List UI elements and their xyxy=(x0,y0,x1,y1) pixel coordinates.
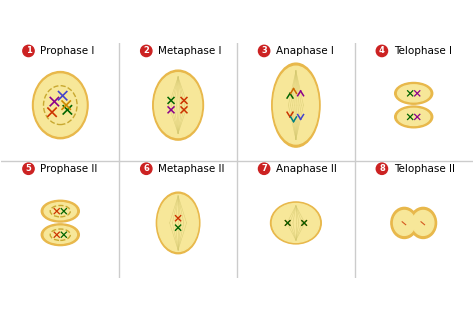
Text: 1: 1 xyxy=(26,47,31,56)
Text: Anaphase II: Anaphase II xyxy=(276,164,337,174)
Text: Metaphase I: Metaphase I xyxy=(158,46,221,56)
Ellipse shape xyxy=(395,82,433,104)
Circle shape xyxy=(258,45,270,56)
Ellipse shape xyxy=(393,211,415,235)
Text: Telophase I: Telophase I xyxy=(394,46,452,56)
Text: Metaphase II: Metaphase II xyxy=(158,164,225,174)
Ellipse shape xyxy=(272,63,320,147)
Circle shape xyxy=(376,45,388,56)
Ellipse shape xyxy=(44,203,76,220)
Ellipse shape xyxy=(398,85,430,102)
Text: 5: 5 xyxy=(26,164,31,173)
Ellipse shape xyxy=(35,74,86,136)
Text: Prophase I: Prophase I xyxy=(40,46,95,56)
Circle shape xyxy=(141,45,152,56)
Ellipse shape xyxy=(273,66,318,144)
Ellipse shape xyxy=(41,200,79,222)
Circle shape xyxy=(141,163,152,174)
Text: 3: 3 xyxy=(261,47,267,56)
Ellipse shape xyxy=(410,207,437,239)
Text: 7: 7 xyxy=(261,164,267,173)
Circle shape xyxy=(23,163,34,174)
Ellipse shape xyxy=(155,73,201,137)
Ellipse shape xyxy=(33,72,88,139)
Ellipse shape xyxy=(44,226,76,243)
Text: Anaphase I: Anaphase I xyxy=(276,46,334,56)
Ellipse shape xyxy=(273,204,319,242)
Text: Prophase II: Prophase II xyxy=(40,164,98,174)
Ellipse shape xyxy=(398,108,430,126)
Text: 8: 8 xyxy=(379,164,385,173)
Ellipse shape xyxy=(391,207,418,239)
Ellipse shape xyxy=(158,195,198,251)
Text: 2: 2 xyxy=(143,47,149,56)
Ellipse shape xyxy=(153,70,203,140)
Circle shape xyxy=(23,45,34,56)
Text: 4: 4 xyxy=(379,47,385,56)
Circle shape xyxy=(258,163,270,174)
Text: 6: 6 xyxy=(143,164,149,173)
Ellipse shape xyxy=(156,192,200,254)
Ellipse shape xyxy=(395,106,433,128)
Ellipse shape xyxy=(412,211,434,235)
Text: Telophase II: Telophase II xyxy=(394,164,455,174)
Circle shape xyxy=(376,163,388,174)
Ellipse shape xyxy=(271,202,321,244)
Ellipse shape xyxy=(41,224,79,246)
